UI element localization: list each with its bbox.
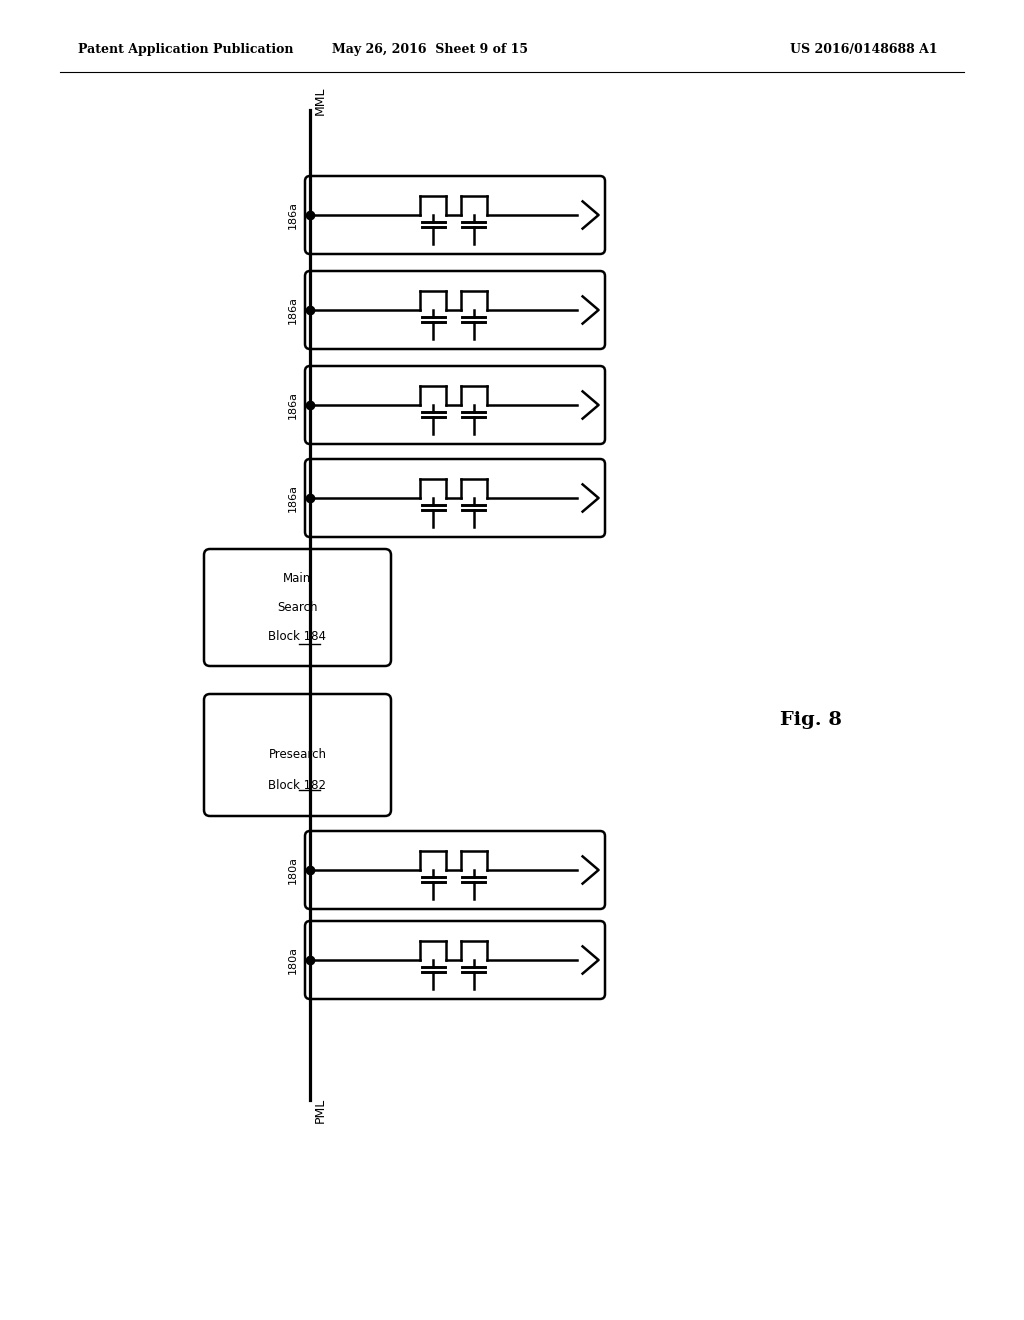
Text: Main: Main [284,572,311,585]
Text: PML: PML [314,1098,327,1123]
Text: May 26, 2016  Sheet 9 of 15: May 26, 2016 Sheet 9 of 15 [332,44,528,57]
Text: 186a: 186a [288,201,298,228]
Text: MML: MML [314,87,327,115]
Text: Block 182: Block 182 [268,779,327,792]
Text: 186a: 186a [288,391,298,418]
Text: Fig. 8: Fig. 8 [780,711,842,729]
Text: Search: Search [278,601,317,614]
FancyBboxPatch shape [305,459,605,537]
FancyBboxPatch shape [305,832,605,909]
FancyBboxPatch shape [204,694,391,816]
Text: Presearch: Presearch [268,748,327,762]
FancyBboxPatch shape [204,549,391,667]
FancyBboxPatch shape [305,366,605,444]
Text: Block 184: Block 184 [268,631,327,643]
Text: 186a: 186a [288,296,298,323]
FancyBboxPatch shape [305,271,605,348]
Text: Block 184: Block 184 [268,631,327,643]
Text: Block 182: Block 182 [268,779,327,792]
Text: US 2016/0148688 A1: US 2016/0148688 A1 [790,44,938,57]
Text: Patent Application Publication: Patent Application Publication [78,44,294,57]
FancyBboxPatch shape [305,921,605,999]
Text: 180a: 180a [288,855,298,884]
FancyBboxPatch shape [305,176,605,253]
Text: 186a: 186a [288,484,298,512]
Text: 180a: 180a [288,946,298,974]
